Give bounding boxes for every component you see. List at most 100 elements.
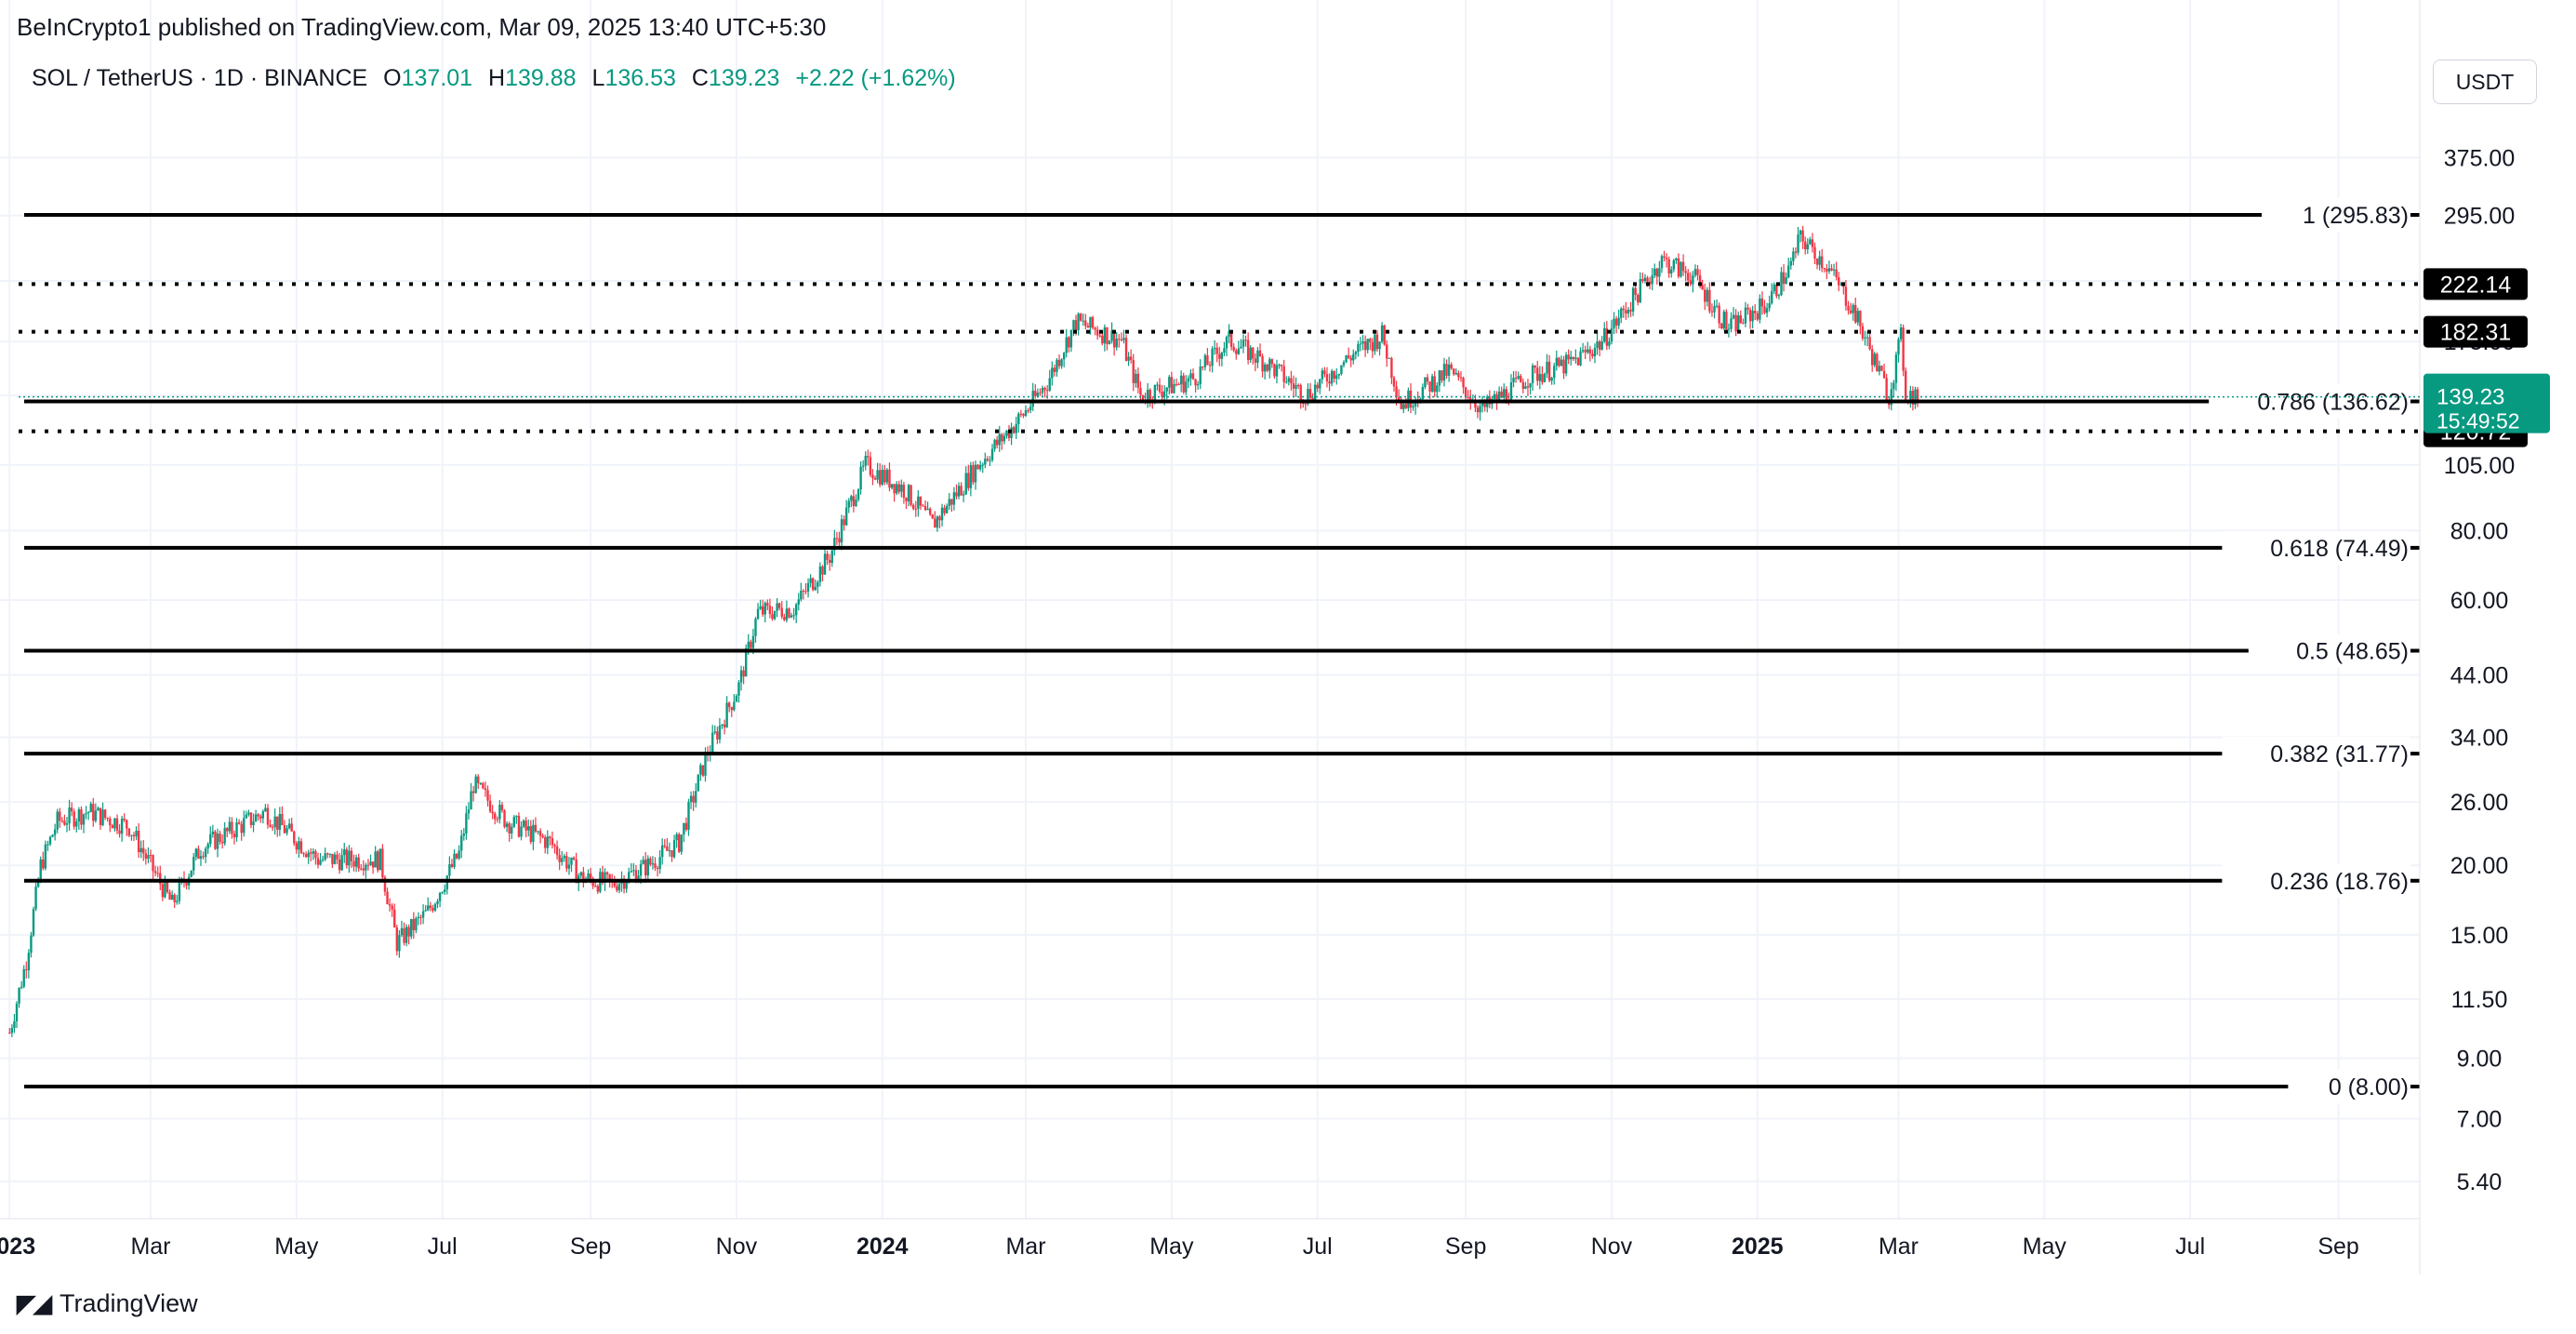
candle <box>522 819 525 829</box>
candle <box>1718 302 1720 328</box>
candle <box>1677 253 1680 279</box>
candle <box>20 980 23 990</box>
time-tick-label: Mar <box>1879 1234 1919 1260</box>
candle <box>1371 338 1374 358</box>
candle <box>381 844 384 883</box>
candle <box>1754 304 1757 321</box>
fib-level-line[interactable]: 0.5 (48.65) <box>24 634 2420 668</box>
candle <box>1520 373 1522 383</box>
candle <box>551 831 554 849</box>
candle <box>1196 380 1200 391</box>
candle <box>668 842 671 857</box>
candle <box>190 870 193 878</box>
candle <box>1914 386 1917 409</box>
candle <box>283 820 286 834</box>
candle <box>1512 370 1515 388</box>
candle <box>565 851 568 873</box>
candle <box>333 851 337 865</box>
candle <box>298 836 300 858</box>
candle <box>94 803 98 823</box>
price-tick-label: 295.00 <box>2444 204 2515 230</box>
candle <box>1789 257 1792 270</box>
price-axis[interactable]: 375.00295.00225.00175.00140.00105.0080.0… <box>2444 145 2515 1195</box>
candle <box>1909 385 1912 408</box>
candle <box>235 818 238 842</box>
candle <box>1763 300 1766 315</box>
candle <box>1720 322 1723 329</box>
currency-button[interactable]: USDT <box>2433 60 2537 104</box>
candle <box>1158 378 1162 394</box>
candle <box>326 852 329 859</box>
candle <box>1441 370 1443 383</box>
candle <box>692 791 695 811</box>
candle <box>388 898 392 913</box>
fib-level-line[interactable]: 0.786 (136.62) <box>24 384 2420 419</box>
candle <box>448 856 451 880</box>
fib-level-line[interactable]: 0 (8.00) <box>24 1070 2420 1104</box>
time-tick-label: Jul <box>2175 1234 2205 1260</box>
candle <box>1447 356 1451 382</box>
candle <box>1787 258 1790 279</box>
candle <box>1361 335 1364 351</box>
candle <box>922 503 924 507</box>
candle <box>1844 280 1848 311</box>
candle <box>1899 324 1903 342</box>
tradingview-brand[interactable]: ◤◢ TradingView <box>17 1289 198 1318</box>
candle <box>1034 384 1037 399</box>
candle <box>1696 264 1699 281</box>
candle <box>1082 313 1084 327</box>
candle <box>1354 351 1358 360</box>
candle <box>1639 272 1642 303</box>
open-label: O <box>383 65 402 91</box>
candle <box>161 881 165 901</box>
candle <box>1701 279 1704 290</box>
candle <box>1421 383 1425 400</box>
time-tick-label: May <box>2023 1234 2067 1260</box>
candle <box>1275 359 1279 384</box>
fib-level-line[interactable]: 1 (295.83) <box>24 197 2420 232</box>
symbol-title[interactable]: SOL / TetherUS · 1D · BINANCE <box>32 65 368 91</box>
candle <box>1319 379 1321 394</box>
time-axis[interactable]: 2023 Mar May Jul Sep Nov 2024 Mar May Jul Sep Nov 20… <box>0 1234 2359 1260</box>
candle <box>1359 337 1362 352</box>
fib-level-line[interactable]: 0.382 (31.77) <box>24 737 2420 771</box>
candle <box>147 847 150 863</box>
candle <box>30 931 33 958</box>
candle <box>1756 311 1759 322</box>
candle <box>310 847 312 861</box>
candle <box>1799 229 1802 243</box>
candle <box>923 500 927 512</box>
candle <box>1670 266 1673 278</box>
candle <box>357 853 360 872</box>
fib-level-label: 0 (8.00) <box>2329 1074 2409 1101</box>
candle <box>197 845 200 860</box>
candle <box>1089 316 1092 335</box>
candle <box>928 507 932 516</box>
fib-level-line[interactable]: 0.618 (74.49) <box>24 530 2420 565</box>
candle <box>123 813 126 822</box>
candle <box>1285 376 1288 384</box>
candle <box>986 456 989 462</box>
candle <box>360 863 363 871</box>
candle <box>869 451 872 477</box>
fib-level-line[interactable]: 0.236 (18.76) <box>24 863 2420 898</box>
price-tick-label: 60.00 <box>2450 588 2509 614</box>
candle <box>723 719 726 735</box>
candle <box>290 818 293 832</box>
candle <box>883 464 886 486</box>
candle <box>348 845 351 874</box>
candle <box>1442 357 1446 387</box>
candle <box>1215 342 1218 363</box>
candle <box>644 851 647 884</box>
candle <box>393 903 396 928</box>
candle <box>1118 333 1121 348</box>
candle <box>950 499 953 513</box>
candle <box>952 487 956 511</box>
candle <box>1199 359 1202 390</box>
candle <box>739 665 743 691</box>
candle <box>1295 377 1297 397</box>
candle <box>567 857 571 875</box>
candle <box>945 503 949 514</box>
candle <box>1555 350 1559 371</box>
